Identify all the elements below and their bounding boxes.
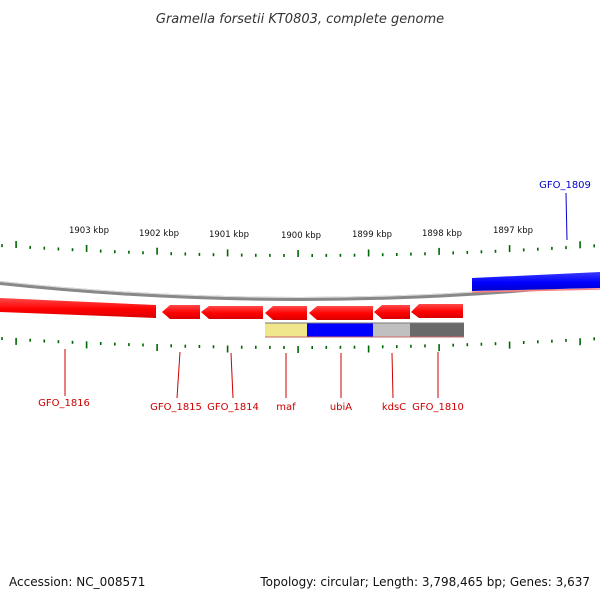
accession-text: Accession: NC_008571 <box>9 575 145 589</box>
gene-gfo-1810[interactable] <box>411 304 463 318</box>
gene-maf[interactable] <box>265 306 307 320</box>
gene-kdsc[interactable] <box>374 305 410 319</box>
gene-label-gfo-1814[interactable]: GFO_1814 <box>207 402 259 413</box>
gene-leader-lines <box>64 192 568 399</box>
scale-label-1899: 1899 kbp <box>352 230 392 240</box>
gene-gfo-1809[interactable] <box>472 272 600 291</box>
scale-label-1897: 1897 kbp <box>493 226 533 236</box>
gene-labels: GFO_1816 GFO_1815 GFO_1814 maf ubiA kdsC… <box>38 180 591 413</box>
scale-label-1902: 1902 kbp <box>139 229 179 239</box>
scale-label-1901: 1901 kbp <box>209 230 249 240</box>
scale-label-1898: 1898 kbp <box>422 229 462 239</box>
gene-gfo-1815[interactable] <box>162 305 200 319</box>
gene-label-gfo-1810[interactable]: GFO_1810 <box>412 402 464 413</box>
topology-text: Topology: circular; Length: 3,798,465 bp… <box>259 575 590 589</box>
scale-ticks-inner <box>1 337 596 353</box>
gene-gfo-1814[interactable] <box>201 306 263 319</box>
map-title: Gramella forsetii KT0803, complete genom… <box>156 12 444 27</box>
feature-yellow <box>265 323 308 337</box>
gene-label-gfo-1815[interactable]: GFO_1815 <box>150 402 202 413</box>
scale-label-1903: 1903 kbp <box>69 226 109 236</box>
gene-label-maf[interactable]: maf <box>276 402 296 413</box>
gene-label-gfo-1809[interactable]: GFO_1809 <box>539 180 591 191</box>
scale-label-1900: 1900 kbp <box>281 231 321 241</box>
gene-label-kdsc[interactable]: kdsC <box>382 402 406 413</box>
gene-label-ubia[interactable]: ubiA <box>330 402 352 413</box>
feature-blue <box>307 323 373 337</box>
gene-ubia[interactable] <box>309 306 373 320</box>
feature-dark-gray <box>410 323 464 337</box>
scale-labels: 1903 kbp 1902 kbp 1901 kbp 1900 kbp 1899… <box>69 226 533 241</box>
feature-light-gray <box>373 323 410 337</box>
gene-label-gfo-1816[interactable]: GFO_1816 <box>38 398 90 409</box>
gene-gfo-1809-shadow <box>471 288 600 293</box>
scale-ticks-outer <box>1 241 596 257</box>
gene-gfo-1816[interactable] <box>0 298 156 318</box>
